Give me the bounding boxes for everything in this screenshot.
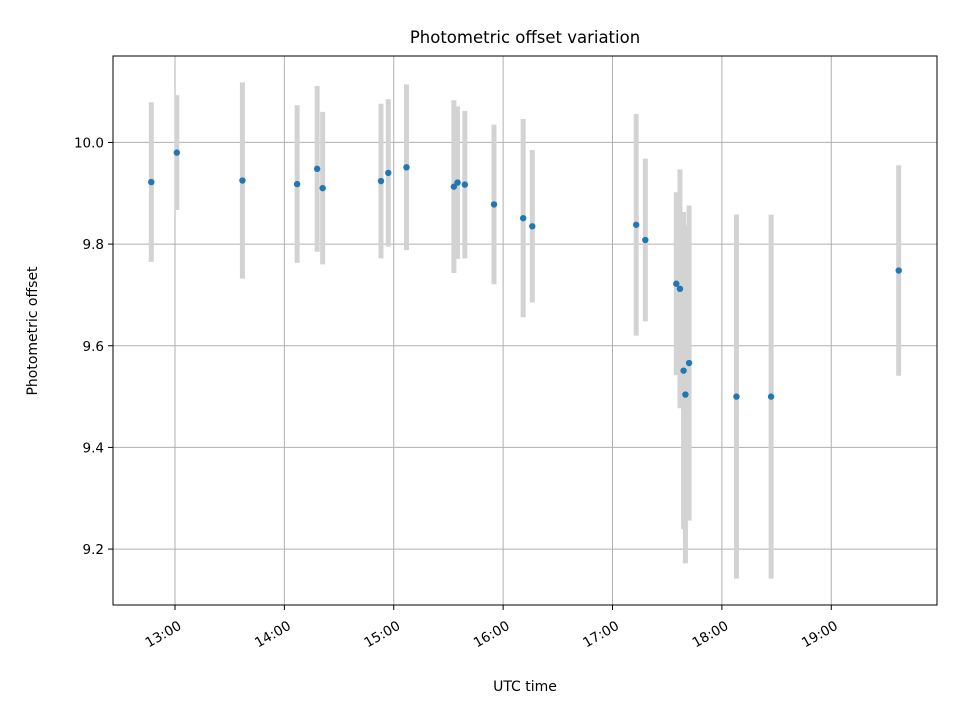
- data-point: [385, 169, 392, 177]
- data-point: [519, 214, 527, 222]
- data-point: [173, 149, 181, 156]
- data-point: [293, 180, 301, 188]
- y-axis-label: Photometric offset: [25, 266, 41, 396]
- y-tick-label: 9.4: [83, 440, 104, 456]
- data-point: [633, 221, 640, 228]
- data-point: [461, 181, 469, 188]
- data-point: [148, 178, 155, 186]
- y-axis: 9.2 9.4 9.6 9.8 10.0: [74, 135, 113, 558]
- data-point: [490, 201, 498, 208]
- data-point: [319, 184, 326, 192]
- chart-title: Photometric offset variation: [410, 28, 640, 47]
- data-points: [148, 149, 902, 400]
- data-point: [529, 223, 536, 230]
- y-tick-label: 9.6: [83, 339, 104, 355]
- data-point: [377, 177, 385, 185]
- data-point: [682, 391, 689, 398]
- data-point: [733, 393, 740, 400]
- y-tick-label: 10.0: [74, 135, 104, 151]
- y-tick-label: 9.8: [83, 237, 104, 253]
- plot-frame: [112, 55, 938, 606]
- data-point: [680, 367, 687, 374]
- data-point: [313, 165, 321, 173]
- data-point: [767, 393, 775, 400]
- data-point: [450, 183, 458, 190]
- data-point: [673, 280, 680, 287]
- plot-area: [112, 55, 938, 606]
- data-point: [239, 177, 246, 184]
- data-point: [454, 179, 461, 186]
- data-point: [642, 236, 649, 244]
- x-axis-label: UTC time: [493, 679, 557, 695]
- grid-lines: [113, 56, 937, 605]
- data-point: [403, 164, 410, 171]
- y-tick-label: 9.2: [83, 542, 104, 558]
- data-point: [676, 285, 684, 293]
- data-point: [895, 267, 902, 274]
- data-point: [685, 359, 693, 367]
